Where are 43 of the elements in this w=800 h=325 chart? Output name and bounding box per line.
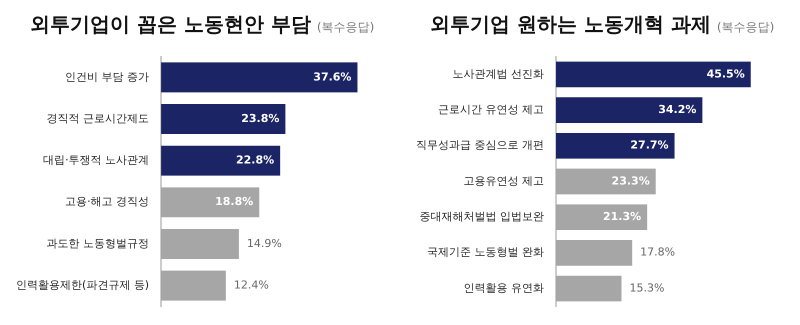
bar — [161, 228, 239, 259]
data-label: 14.9% — [246, 236, 282, 250]
chart-title: 외투기업이 꼽은 노동현안 부담 — [30, 11, 311, 38]
data-label: 12.4% — [234, 278, 269, 292]
data-label: 18.8% — [215, 195, 254, 208]
y-tick-label: 중대재해처벌법 입법보완 — [419, 210, 544, 224]
bar — [556, 132, 675, 159]
bar — [556, 240, 632, 266]
y-tick-label: 근로시간 유연성 제고 — [438, 102, 544, 116]
y-tick-label: 과도한 노동형벌규정 — [46, 236, 150, 250]
bar — [161, 104, 286, 134]
bar — [161, 146, 280, 176]
y-tick-label: 인력활용 유연화 — [463, 281, 544, 294]
bar — [556, 168, 656, 194]
y-tick-label: 인건비 부담 증가 — [65, 70, 150, 84]
data-label: 27.7% — [630, 138, 669, 152]
data-label: 37.6% — [313, 70, 352, 84]
bar — [161, 270, 226, 301]
data-label: 45.5% — [706, 67, 745, 80]
bar — [556, 97, 702, 123]
data-label: 23.8% — [241, 112, 280, 125]
bar — [161, 62, 358, 92]
chart-subtitle: (복수응답) — [316, 19, 374, 36]
data-label: 34.2% — [658, 102, 696, 116]
y-tick-label: 국제기준 노동형벌 완화 — [426, 246, 544, 259]
bar — [556, 62, 751, 88]
data-label: 22.8% — [236, 154, 274, 167]
chart-subtitle: (복수응답) — [716, 19, 774, 36]
y-tick-label: 대립·투쟁적 노사관계 — [43, 154, 150, 167]
y-tick-label: 인력활용제한(파견규제 등) — [16, 278, 150, 292]
chart-title: 외투기업 원하는 노동개혁 과제 — [430, 11, 711, 38]
data-label: 17.8% — [640, 246, 676, 259]
y-tick-label: 경직적 근로시간제도 — [46, 112, 150, 125]
data-label: 23.3% — [612, 174, 650, 188]
y-tick-label: 고용·해고 경직성 — [65, 195, 150, 208]
y-tick-label: 고용유연성 제고 — [463, 174, 544, 188]
bar — [161, 187, 260, 218]
y-tick-label: 직무성과급 중심으로 개편 — [416, 138, 544, 152]
data-label: 21.3% — [602, 210, 642, 224]
data-label: 15.3% — [629, 281, 664, 294]
y-tick-label: 노사관계법 선진화 — [452, 67, 544, 80]
bar — [556, 276, 622, 302]
bar — [556, 204, 648, 230]
